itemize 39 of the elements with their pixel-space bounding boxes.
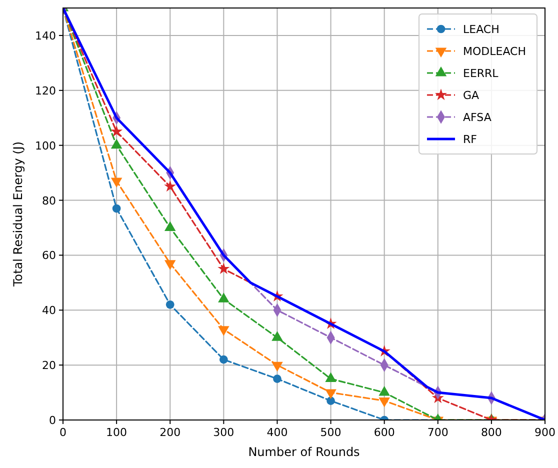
- x-tick-label: 800: [480, 426, 502, 439]
- x-tick-label: 400: [266, 426, 288, 439]
- point: [166, 300, 174, 309]
- y-tick-label: 120: [35, 84, 56, 98]
- point: [378, 386, 390, 396]
- y-tick-label: 80: [42, 194, 56, 208]
- line-series: [63, 8, 545, 420]
- y-tick-label: 140: [35, 29, 56, 42]
- legend-label: AFSA: [463, 111, 492, 124]
- point: [326, 396, 335, 405]
- x-tick-label: 700: [427, 426, 448, 439]
- point: [325, 372, 336, 382]
- legend-label: RF: [463, 133, 477, 146]
- x-tick-label: 300: [213, 426, 234, 439]
- legend-label: MODLEACH: [463, 45, 526, 58]
- point: [112, 204, 121, 213]
- legend-label: GA: [463, 89, 480, 102]
- y-axis-title: Total Residual Energy (J): [11, 141, 25, 288]
- y-tick-label: 60: [42, 249, 56, 262]
- point: [218, 292, 230, 302]
- point: [164, 180, 176, 192]
- y-tick-label: 100: [35, 139, 56, 152]
- legend-label: LEACH: [463, 23, 500, 36]
- y-tick-label: 0: [49, 414, 56, 427]
- point: [272, 331, 283, 341]
- point: [218, 262, 230, 274]
- x-tick-label: 500: [320, 426, 342, 439]
- x-tick-label: 900: [534, 426, 556, 439]
- x-tick-label: 200: [160, 426, 181, 439]
- point: [273, 374, 282, 383]
- x-tick-label: 100: [106, 426, 128, 439]
- x-tick-label: 600: [374, 426, 395, 439]
- x-tick-label: 0: [60, 426, 66, 439]
- point: [110, 125, 123, 137]
- y-tick-label: 20: [42, 359, 56, 372]
- x-axis-title: Number of Rounds: [248, 445, 360, 459]
- y-tick-label: 40: [42, 304, 56, 318]
- point: [219, 355, 228, 364]
- legend-label: EERRL: [463, 67, 500, 80]
